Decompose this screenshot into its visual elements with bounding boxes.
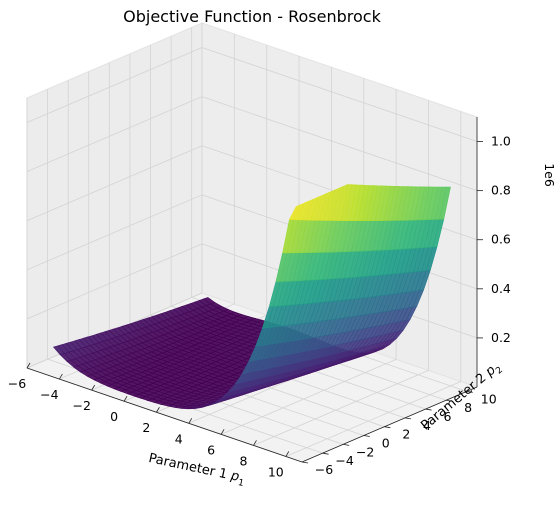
surface-mesh [52,183,451,410]
y-tick-label: 10 [481,391,497,406]
floor-grid-x [220,358,397,435]
x-tick-label: 10 [268,464,284,479]
z-tick-label: 0.4 [491,281,511,296]
y-tick-label: 4 [423,418,431,433]
y-tick-mark [343,443,350,446]
x-tick-label: −4 [40,387,58,402]
y-tick-mark [404,417,412,420]
z-tick-label: 0.6 [491,232,511,247]
y-tick-label: 2 [402,427,410,442]
x-tick-label: 0 [110,409,118,424]
surface-facet [288,204,301,221]
z-scale-label: 1e6 [542,163,557,187]
x-tick-label: −2 [72,398,90,413]
x-tick-mark [285,451,290,457]
y-tick-mark [363,435,370,437]
y-tick-mark [384,426,391,429]
y-tick-mark [446,399,453,402]
x-tick-mark [253,440,257,446]
back-grid-z [201,96,478,192]
y-tick-mark [466,391,473,393]
y-tick-label: −6 [315,462,333,477]
y-tick-mark [322,452,329,455]
x-tick-label: 8 [239,453,247,468]
x-axis-label: Parameter 1 p1 [147,451,247,489]
floor-grid-x [285,381,461,457]
y-tick-label: 6 [444,409,452,424]
x-tick-label: 2 [142,420,150,435]
floor-grid-x [253,370,429,446]
z-tick-label: 0.8 [491,183,511,198]
y-tick-mark [425,408,432,411]
axes-lines [26,117,478,463]
y-tick-label: −2 [356,444,374,459]
x-tick-mark [156,407,160,413]
x-tick-mark [26,362,31,369]
y-tick-label: −4 [335,453,353,468]
chart-title: Objective Function - Rosenbrock [123,7,381,26]
z-tick-label: 0.2 [491,330,511,345]
left-grid-z [26,194,203,271]
x-tick-mark [59,373,63,380]
y-axis-line [301,386,478,463]
left-grid-z [26,243,203,320]
x-tick-mark [220,429,225,435]
x-tick-label: 6 [207,442,215,457]
back-grid-z [201,47,478,142]
x-tick-label: −6 [8,376,26,391]
x-axis-line [26,367,303,463]
left-grid-z [26,145,203,222]
z-tick-label: 1.0 [491,134,511,149]
x-tick-mark [188,418,193,424]
x-tick-mark [123,395,128,402]
x-tick-mark [91,384,96,391]
y-tick-label: 0 [382,436,390,451]
left-grid-z [26,47,203,123]
left-grid-z [26,96,203,173]
y-tick-mark [301,461,309,464]
x-tick-label: 4 [175,431,183,446]
y-tick-label: 8 [464,400,472,415]
